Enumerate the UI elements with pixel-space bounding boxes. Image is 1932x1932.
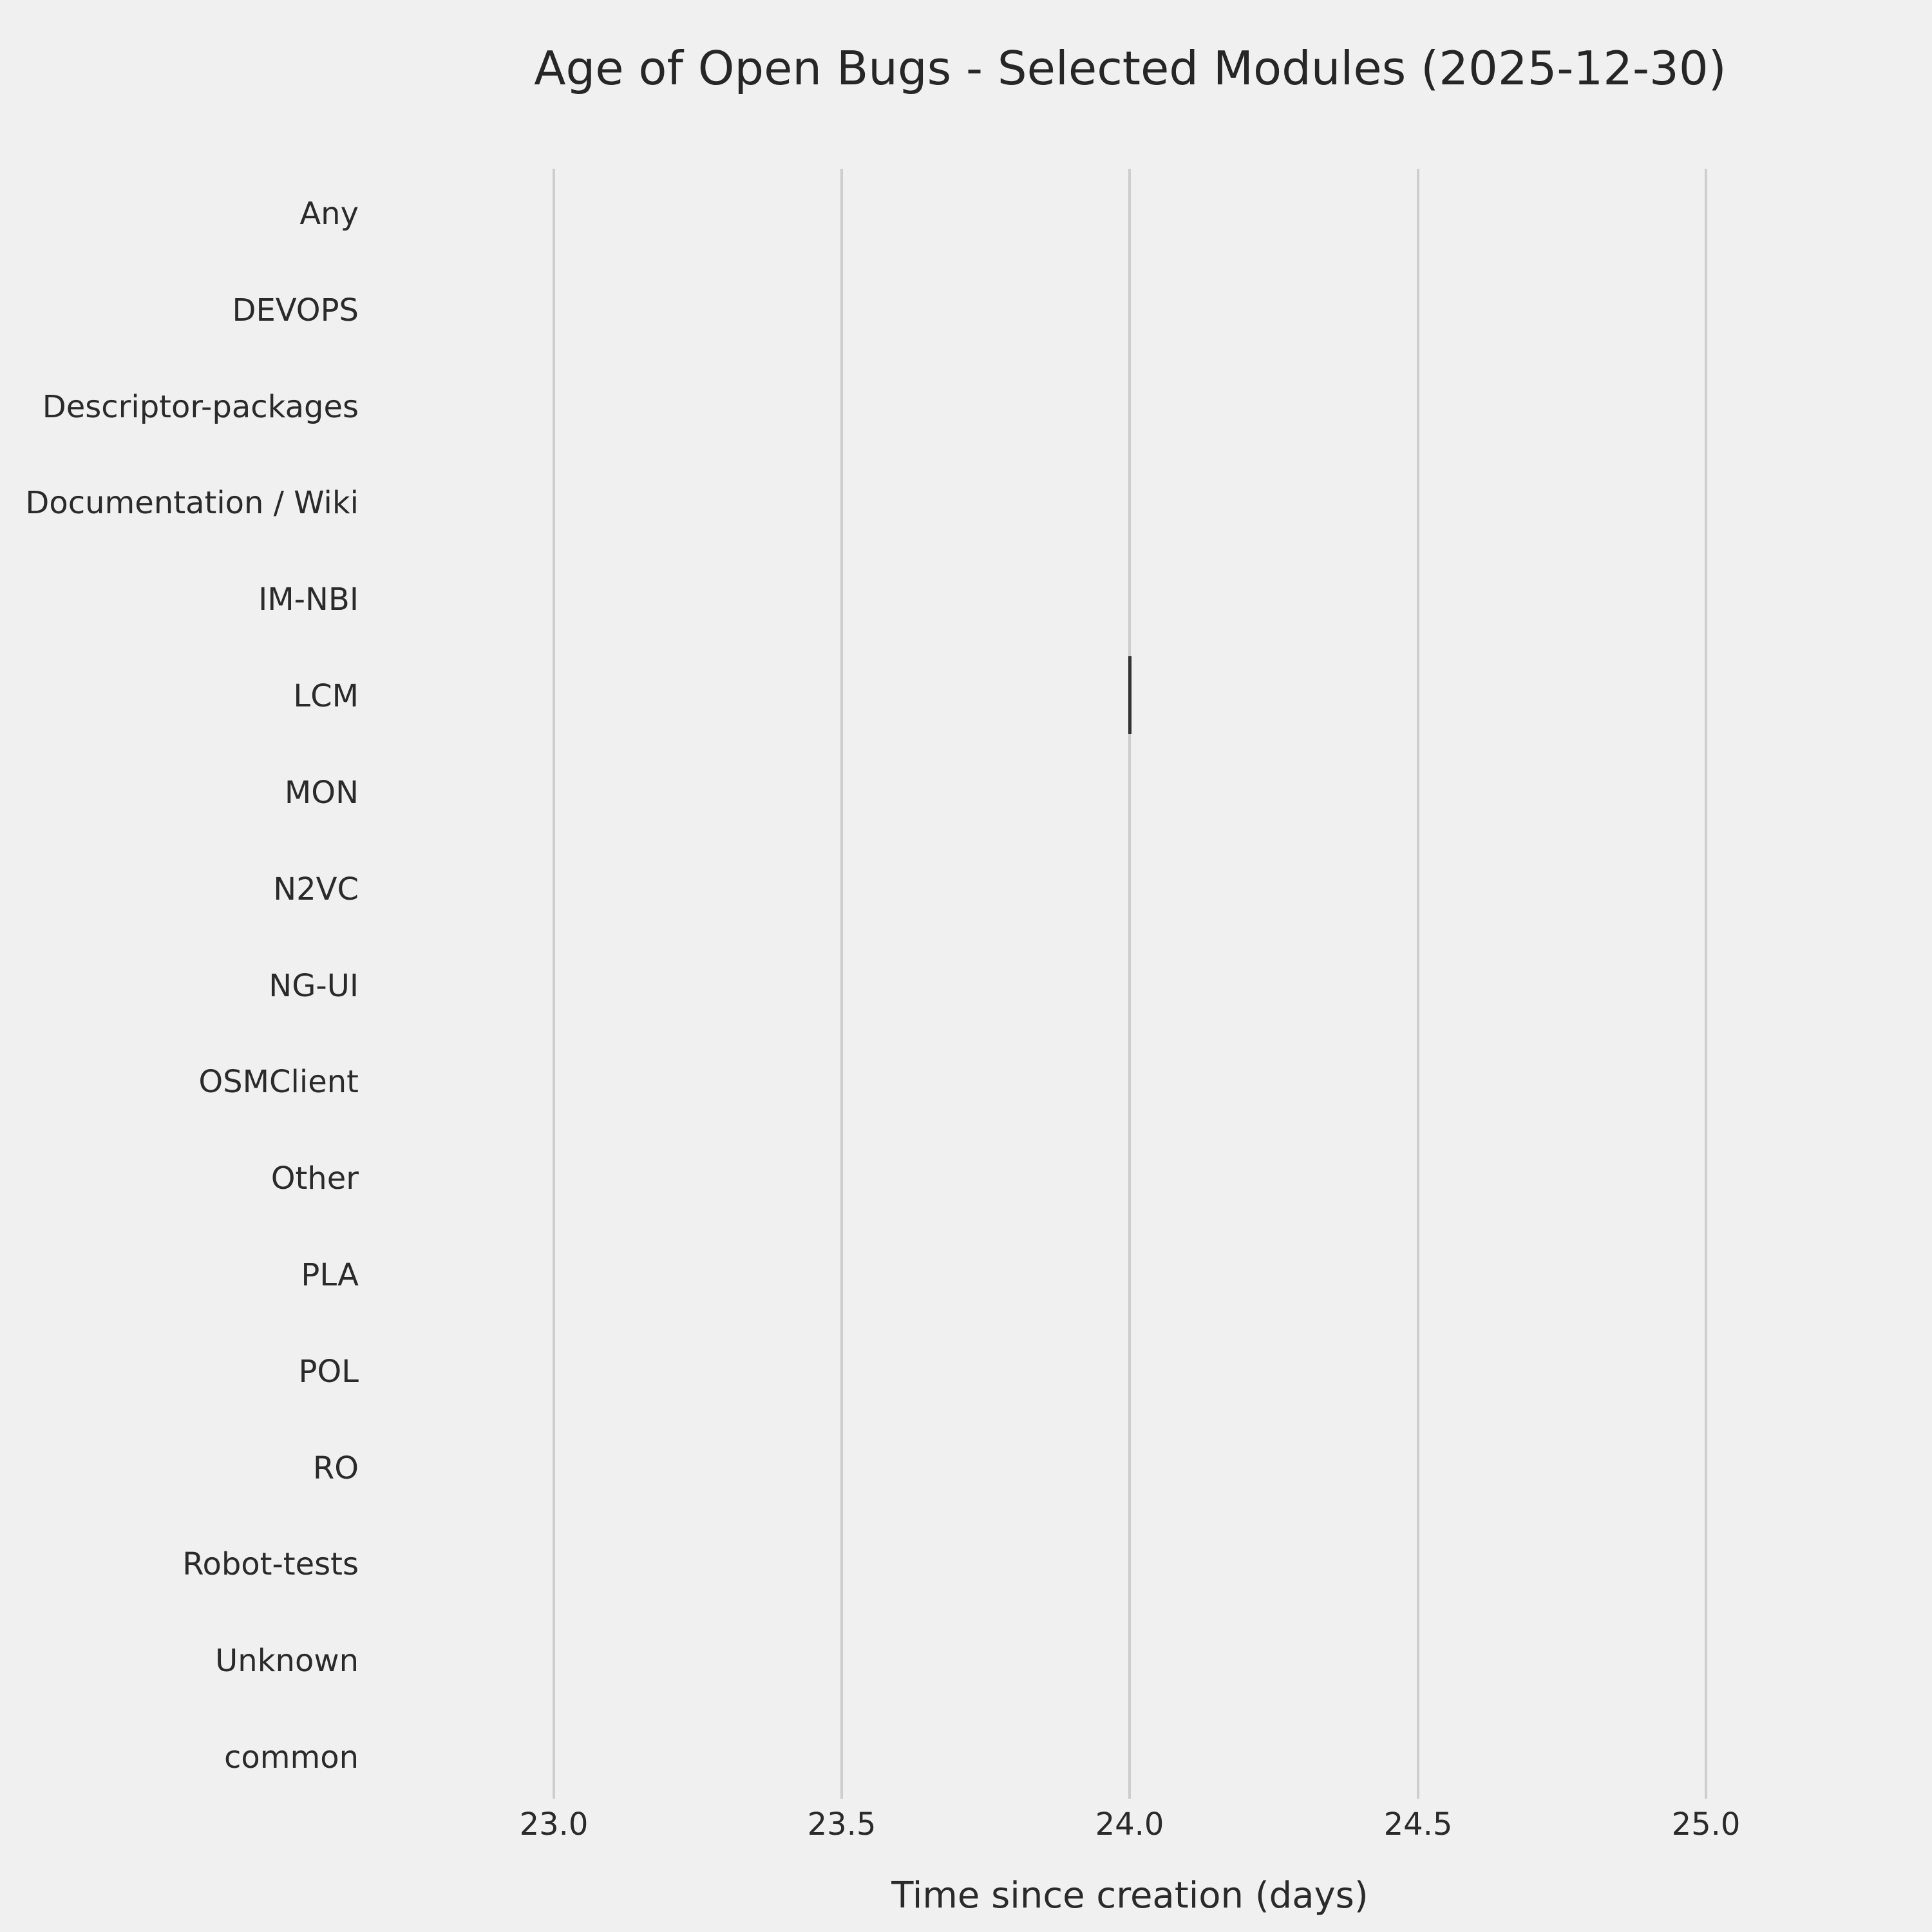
plot-area (439, 169, 1821, 1799)
y-tick-label: DEVOPS (232, 292, 359, 328)
x-tick-label: 23.0 (519, 1806, 589, 1842)
gridline (840, 169, 843, 1799)
gridline (1417, 169, 1419, 1799)
y-tick-label: MON (284, 775, 359, 811)
boxplot-box-lcm (1128, 656, 1132, 734)
y-tick-label: Unknown (215, 1643, 359, 1679)
gridline (1128, 169, 1131, 1799)
y-tick-label: Descriptor-packages (42, 389, 359, 425)
y-tick-label: POL (298, 1354, 359, 1390)
x-tick-label: 25.0 (1671, 1806, 1741, 1842)
x-tick-label: 24.5 (1383, 1806, 1453, 1842)
y-tick-label: common (223, 1739, 359, 1776)
x-tick-label: 23.5 (807, 1806, 876, 1842)
x-tick-label: 24.0 (1095, 1806, 1164, 1842)
chart-title: Age of Open Bugs - Selected Modules (202… (534, 41, 1727, 95)
y-tick-label: OSMClient (198, 1064, 359, 1100)
y-tick-label: Other (270, 1160, 359, 1197)
y-tick-label: Documentation / Wiki (25, 485, 359, 521)
gridline (553, 169, 555, 1799)
y-tick-label: RO (312, 1450, 359, 1486)
x-axis-label: Time since creation (days) (891, 1875, 1368, 1917)
y-tick-label: Any (299, 196, 359, 232)
y-tick-label: Robot-tests (182, 1546, 359, 1582)
y-tick-label: IM-NBI (258, 582, 359, 618)
y-tick-label: NG-UI (269, 968, 359, 1004)
y-tick-label: N2VC (273, 871, 359, 907)
gridline (1705, 169, 1707, 1799)
y-tick-label: PLA (301, 1257, 359, 1293)
y-tick-label: LCM (293, 678, 359, 714)
